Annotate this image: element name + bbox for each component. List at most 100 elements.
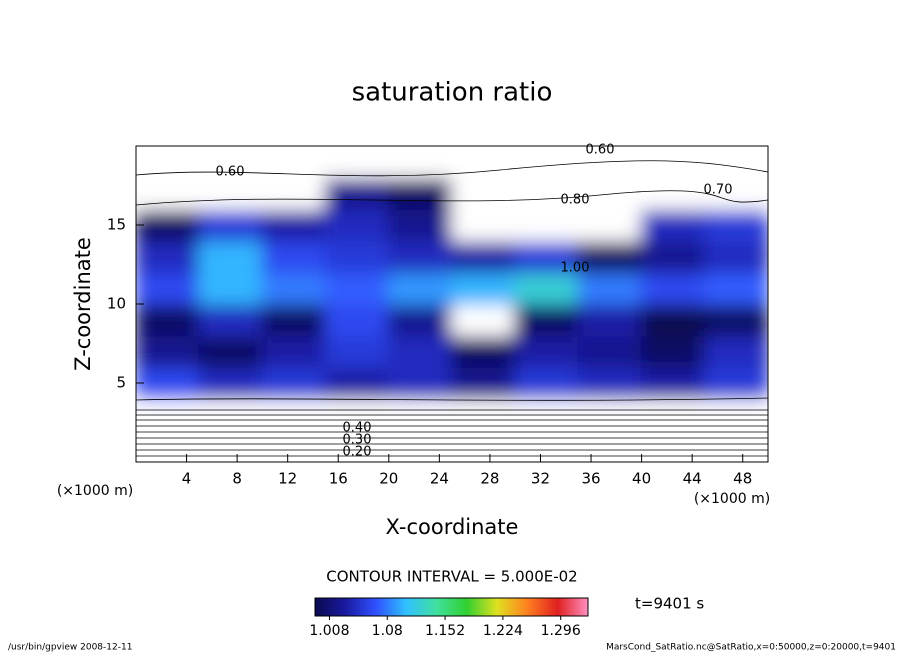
field-cell bbox=[387, 271, 453, 305]
field-cell bbox=[514, 334, 580, 369]
contour-line bbox=[136, 160, 768, 401]
contour-label: 0.60 bbox=[586, 143, 615, 158]
field-cell bbox=[324, 303, 390, 337]
field-cell bbox=[324, 176, 390, 211]
field-cell bbox=[387, 146, 453, 179]
field-cell bbox=[324, 146, 390, 179]
field-cell bbox=[640, 208, 706, 242]
field-cell bbox=[640, 303, 706, 337]
y-axis-label: Z-coordinate bbox=[71, 237, 95, 371]
footer-left: /usr/bin/gpview 2008-12-11 bbox=[8, 643, 132, 653]
x-tick-label: 4 bbox=[182, 470, 192, 488]
field-cell bbox=[703, 303, 768, 337]
colorbar-tick-label: 1.08 bbox=[372, 623, 403, 639]
colorbar-tick-label: 1.224 bbox=[483, 623, 523, 639]
field-cell bbox=[577, 146, 643, 179]
field-cell bbox=[703, 334, 768, 369]
x-tick-label: 32 bbox=[531, 470, 550, 488]
y-tick-label: 15 bbox=[107, 216, 126, 234]
x-axis-label: X-coordinate bbox=[386, 515, 519, 539]
x-tick-label: 24 bbox=[430, 470, 449, 488]
field-cell bbox=[514, 429, 580, 462]
x-tick-label: 44 bbox=[683, 470, 702, 488]
field-cell bbox=[261, 429, 327, 462]
field-cell bbox=[387, 429, 453, 462]
x-tick-label: 16 bbox=[329, 470, 348, 488]
contour-label: 0.60 bbox=[216, 165, 245, 180]
contour-label: 0.30 bbox=[343, 433, 372, 448]
field-cell bbox=[324, 429, 390, 462]
field-cell bbox=[577, 366, 643, 400]
field-cell bbox=[387, 176, 453, 211]
footer-right: MarsCond_SatRatio.nc@SatRatio,x=0:50000,… bbox=[606, 643, 896, 653]
x-tick-label: 28 bbox=[480, 470, 499, 488]
field-cell bbox=[514, 146, 580, 179]
field-cell bbox=[703, 366, 768, 400]
field-cell bbox=[136, 146, 201, 179]
x-tick-label: 40 bbox=[632, 470, 651, 488]
contour-interval: CONTOUR INTERVAL = 5.000E-02 bbox=[326, 568, 577, 586]
field-cell bbox=[136, 271, 201, 305]
field-cell bbox=[387, 239, 453, 274]
field-cell bbox=[514, 208, 580, 242]
field-cell bbox=[261, 208, 327, 242]
field-cell bbox=[514, 366, 580, 400]
colorbar-tick-label: 1.152 bbox=[425, 623, 465, 639]
contour-line bbox=[136, 409, 768, 457]
field-cell bbox=[324, 334, 390, 369]
field-cell bbox=[451, 208, 517, 242]
y-tick-label: 5 bbox=[116, 374, 126, 392]
field-cell bbox=[198, 146, 264, 179]
field-cell bbox=[136, 239, 201, 274]
colorbar-tick-label: 1.008 bbox=[309, 623, 349, 639]
field-cell bbox=[198, 429, 264, 462]
field-cell bbox=[640, 334, 706, 369]
field-cell bbox=[451, 239, 517, 274]
field-cell bbox=[261, 176, 327, 211]
x-tick-label: 8 bbox=[232, 470, 242, 488]
field-cell bbox=[577, 334, 643, 369]
field-cell bbox=[261, 271, 327, 305]
field-cell bbox=[514, 303, 580, 337]
field-cell bbox=[324, 239, 390, 274]
field-cell bbox=[577, 239, 643, 274]
field-cell bbox=[703, 176, 768, 211]
field-cell bbox=[324, 366, 390, 400]
field-cell bbox=[577, 208, 643, 242]
contour-label: 0.20 bbox=[343, 445, 372, 460]
field-cell bbox=[198, 366, 264, 400]
field-cell bbox=[703, 239, 768, 274]
field-cell bbox=[514, 271, 580, 305]
field-cell bbox=[261, 239, 327, 274]
field-cell bbox=[514, 176, 580, 211]
field bbox=[136, 146, 768, 462]
field-cell bbox=[136, 176, 201, 211]
x-tick-label: 12 bbox=[278, 470, 297, 488]
time-label: t=9401 s bbox=[635, 595, 704, 613]
field-cell bbox=[703, 271, 768, 305]
field-cell bbox=[387, 208, 453, 242]
y-tick-label: 10 bbox=[107, 295, 126, 313]
field-cell bbox=[324, 271, 390, 305]
field-cell bbox=[136, 208, 201, 242]
field-cell bbox=[451, 334, 517, 369]
field-cell bbox=[577, 271, 643, 305]
field-cell bbox=[198, 334, 264, 369]
y-unit: (×1000 m) bbox=[57, 483, 133, 499]
field-cell bbox=[640, 176, 706, 211]
x-tick-label: 20 bbox=[379, 470, 398, 488]
field-cell bbox=[703, 208, 768, 242]
field-cell bbox=[577, 176, 643, 211]
field-cell bbox=[387, 303, 453, 337]
field-cell bbox=[640, 429, 706, 462]
contour-label: 0.70 bbox=[704, 183, 733, 198]
field-cell bbox=[703, 429, 768, 462]
field-cell bbox=[514, 239, 580, 274]
field-cell bbox=[261, 334, 327, 369]
field-cell bbox=[136, 303, 201, 337]
colorbar bbox=[314, 597, 589, 617]
field-cell bbox=[136, 366, 201, 400]
field-cell bbox=[640, 146, 706, 179]
field-cell bbox=[198, 176, 264, 211]
